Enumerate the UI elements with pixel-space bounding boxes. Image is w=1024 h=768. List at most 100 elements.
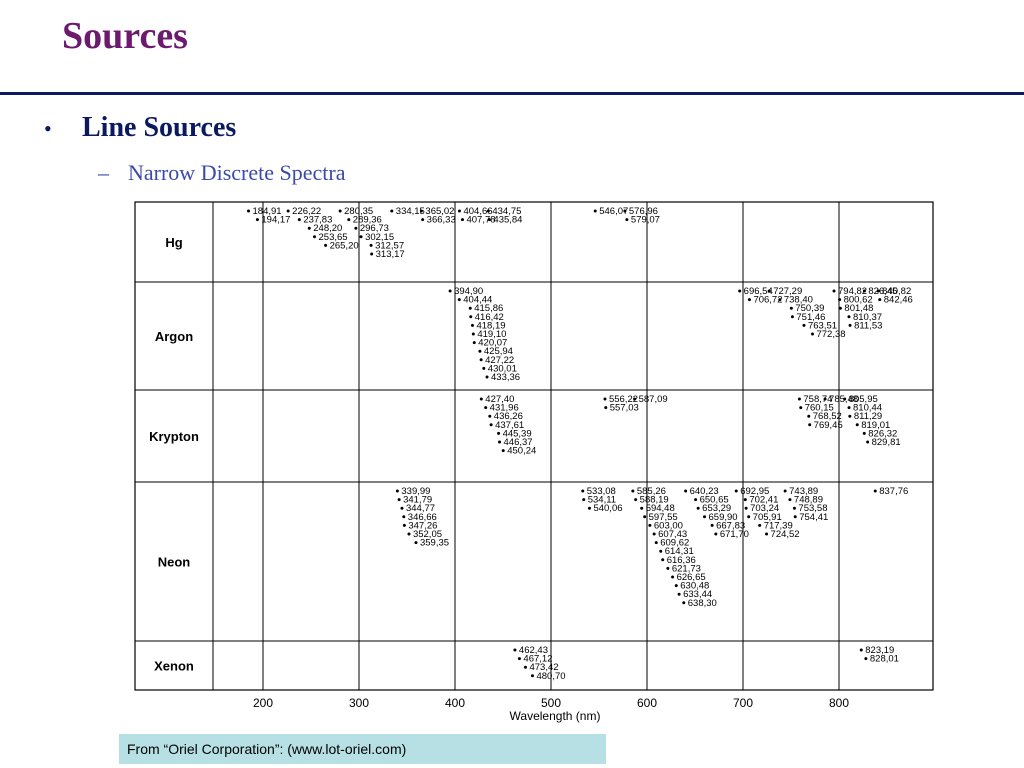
spectral-line-label: 607,43 [658,529,687,540]
spectral-line-label: 184,91 [253,206,282,217]
spectral-line-dot [696,506,700,510]
row-label-xenon: Xenon [154,659,194,674]
spectral-line-label: 653,29 [702,503,731,514]
spectral-line-dot [402,523,406,527]
spectral-line-label: 750,39 [795,303,824,314]
spectral-line-dot [255,218,259,222]
spectral-line-dot [513,648,517,652]
spectral-line-label: 794,82 [838,286,867,297]
spectral-line-label: 289,36 [353,215,382,226]
spectral-line-label: 626,65 [677,572,706,583]
spectral-line-label: 280,35 [344,206,373,217]
spectral-line-dot [848,323,852,327]
spectral-line-dot [523,665,527,669]
spectral-line-label: 418,19 [476,320,505,331]
spectral-line-dot [390,209,394,213]
spectral-line-dot [682,601,686,605]
spectral-line-dot [802,323,806,327]
spectral-line-label: 633,44 [683,589,712,600]
spectral-line-dot [714,532,718,536]
spectral-line-dot [485,375,489,379]
spectral-line-label: 801,48 [844,303,873,314]
spectral-line-dot [789,306,793,310]
subbullet-text: Narrow Discrete Spectra [128,160,346,185]
spectral-line-label: 556,22 [609,394,638,405]
spectral-line-label: 425,94 [484,346,513,357]
spectral-line-dot [530,674,534,678]
spectral-line-label: 533,08 [587,486,616,497]
spectral-line-dot [457,298,461,302]
spectral-line-label: 341,79 [403,495,432,506]
spectral-line-label: 312,57 [375,240,404,251]
spectral-line-label: 344,77 [406,503,435,514]
spectral-line-dot [593,209,597,213]
spectral-line-dot [634,498,638,502]
spectral-line-label: 743,89 [789,486,818,497]
chart-frame [134,201,934,691]
dash-icon: – [98,160,109,185]
spectral-line-dot [847,406,851,410]
x-tick-label: 700 [733,696,753,710]
spectral-line-dot [457,209,461,213]
spectral-line-dot [823,397,827,401]
spectral-line-label: 265,20 [330,240,359,251]
row-label-argon: Argon [155,329,193,344]
x-tick-label: 200 [253,696,273,710]
spectral-line-label: 450,24 [507,446,536,457]
spectral-line-dot [472,341,476,345]
spectral-line-label: 840,82 [882,286,911,297]
spectral-line-dot [848,414,852,418]
spectral-line-label: 763,51 [808,320,837,331]
spectral-line-label: 416,42 [475,312,504,323]
spectral-line-dot [758,523,762,527]
row-label-neon: Neon [158,555,191,570]
spectral-line-dot [486,209,490,213]
row-label-krypton: Krypton [149,429,199,444]
spectral-line-dot [347,218,351,222]
spectral-line-label: 296,73 [360,223,389,234]
subbullet-narrow-spectra: – Narrow Discrete Spectra [98,160,345,186]
spectral-line-dot [497,431,501,435]
spectral-line-label: 430,01 [488,363,517,374]
x-tick-label: 800 [829,696,849,710]
spectral-line-dot [468,306,472,310]
spectral-line-label: 579,07 [631,215,660,226]
spectral-line-label: 811,53 [854,320,882,331]
spectral-line-label: 842,46 [884,295,913,306]
spectral-line-label: 302,15 [365,232,394,243]
spectral-line-label: 753,58 [798,503,827,514]
spectral-line-dot [487,218,491,222]
spectral-line-label: 826,32 [868,428,897,439]
spectral-line-dot [747,515,751,519]
spectral-line-label: 819,01 [861,420,890,431]
spectral-line-label: 467,12 [523,654,552,665]
spectral-line-dot [793,515,797,519]
spectral-line-dot [855,423,859,427]
spectral-line-label: 603,00 [654,520,683,531]
spectral-line-label: 659,90 [709,512,738,523]
spectral-line-dot [783,489,787,493]
spectral-line-dot [671,575,675,579]
spectral-line-dot [743,498,747,502]
spectral-line-label: 446,37 [504,437,533,448]
title-divider [0,92,1024,95]
spectral-line-dot [643,515,647,519]
spectral-line-label: 738,40 [784,295,813,306]
spectral-line-label: 703,24 [750,503,779,514]
spectral-line-dot [873,489,877,493]
spectral-line-dot [747,298,751,302]
spectral-line-label: 557,03 [610,403,639,414]
spectral-line-dot [738,289,742,293]
spectral-line-dot [479,358,483,362]
spectral-line-label: 540,06 [593,503,622,514]
spectral-line-label: 829,81 [872,437,901,448]
spectral-line-dot [501,449,505,453]
spectral-line-label: 588,19 [640,495,669,506]
bullet-text: Line Sources [82,112,237,143]
spectral-line-label: 248,20 [313,223,342,234]
spectral-line-label: 435,84 [493,215,522,226]
spectral-line-dot [623,209,627,213]
spectral-line-dot [659,549,663,553]
spectral-line-dot [648,523,652,527]
